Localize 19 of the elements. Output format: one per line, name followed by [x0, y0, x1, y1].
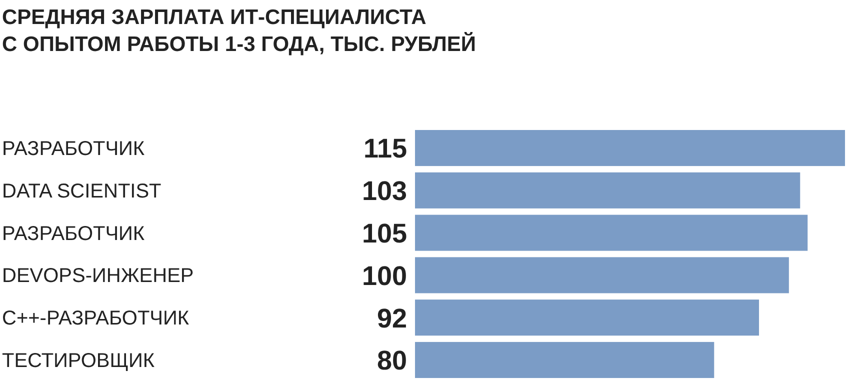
- data-label: 100: [362, 260, 407, 291]
- bar: [415, 300, 759, 336]
- bar: [415, 257, 789, 294]
- data-label: 115: [363, 134, 407, 164]
- data-label: 92: [376, 303, 407, 334]
- y-tick-label: DEVOPS-ИНЖЕНЕР: [2, 265, 194, 288]
- y-tick-label: DATA SCIENTIST: [2, 180, 162, 202]
- y-tick-label: ТЕСТИРОВЩИК: [2, 350, 155, 372]
- bar: [415, 214, 808, 251]
- y-tick-label: C++-РАЗРАБОТЧИК: [2, 308, 190, 330]
- bar: [415, 130, 845, 166]
- data-label: 103: [362, 176, 407, 206]
- data-label: 105: [362, 218, 407, 249]
- y-tick-label: РАЗРАБОТЧИК: [2, 222, 145, 245]
- bar: [415, 172, 800, 208]
- y-tick-label: РАЗРАБОТЧИК: [2, 138, 145, 160]
- data-label: 80: [376, 346, 407, 376]
- bar: [415, 342, 714, 378]
- text: СРЕДНЯЯ ЗАРПЛАТА ИТ-СПЕЦИАЛИСТА С ОПЫТОМ РАБОТЫ 1-3 ГОДА, ТЫС. РУБЛЕЙ: [2, 6, 476, 56]
